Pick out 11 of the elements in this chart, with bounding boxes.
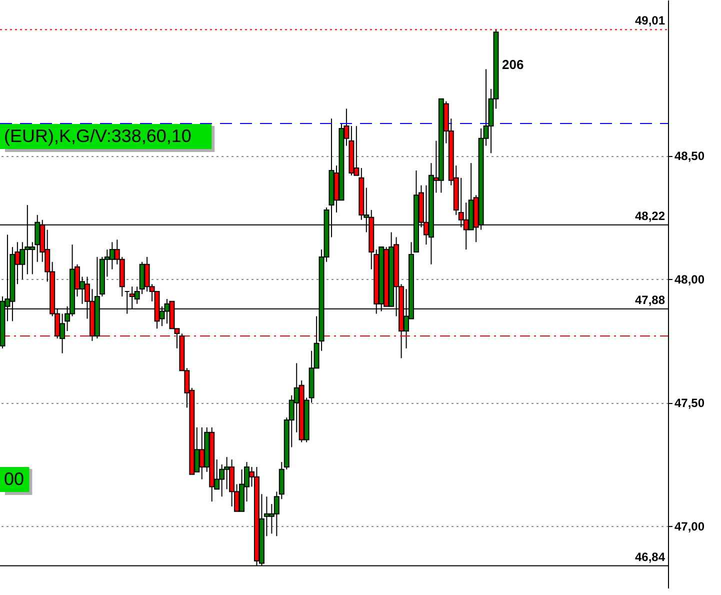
y-tick-label: 48,50: [674, 149, 705, 164]
annotation: 00: [4, 469, 24, 489]
y-tick-label: 48,00: [674, 272, 705, 287]
ref-line-label: 47,88: [634, 292, 666, 307]
annotation: (EUR),K,G/V:338,60,10: [4, 126, 192, 146]
annotation: 206: [502, 57, 524, 72]
ref-line-label: 48,22: [634, 208, 666, 223]
y-tick-label: 47,00: [674, 520, 705, 534]
ref-line-label: 49,01: [634, 14, 666, 28]
ref-line-label: 46,84: [634, 550, 666, 564]
y-tick-label: 47,50: [674, 396, 705, 410]
